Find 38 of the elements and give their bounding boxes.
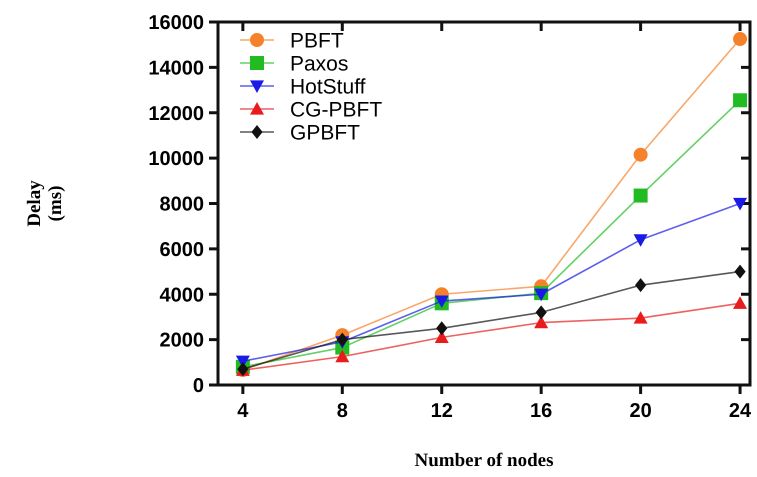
legend-label: CG-PBFT [290,98,382,122]
point [733,93,748,108]
point [733,296,748,309]
point [733,198,748,210]
y-tick-label: 8000 [160,194,204,216]
y-tick-label: 4000 [160,284,204,306]
point [634,148,648,162]
point [634,234,648,247]
x-tick-label: 16 [530,400,552,422]
legend-label: HotStuff [290,75,366,98]
point [534,288,548,302]
point [336,332,348,347]
legend-label: GPBFT [290,121,360,144]
x-tick-label: 8 [336,400,348,422]
y-tick-label: 6000 [160,238,204,261]
x-tick-label: 24 [728,400,752,422]
x-tick-label: 12 [430,400,453,422]
point [733,32,748,46]
x-axis-title: Number of nodes [414,450,554,471]
point [635,278,646,292]
y-tick-label: 2000 [160,330,204,352]
y-axis-title: Delay (ms) [24,180,66,227]
point [734,264,746,279]
point [536,305,547,320]
point [436,321,448,336]
x-tick-label: 20 [629,400,652,422]
point [335,350,350,362]
y-tick-label: 0 [192,375,204,397]
y-tick-label: 10000 [148,148,204,170]
x-tick-label: 4 [237,400,250,422]
point [534,316,548,328]
legend-label: PBFT [290,29,344,52]
point [634,311,648,324]
y-tick-label: 12000 [148,102,204,125]
legend-label: Paxos [290,52,348,76]
y-tick-label: 16000 [148,12,204,34]
point [634,188,648,203]
y-tick-label: 14000 [148,57,204,80]
